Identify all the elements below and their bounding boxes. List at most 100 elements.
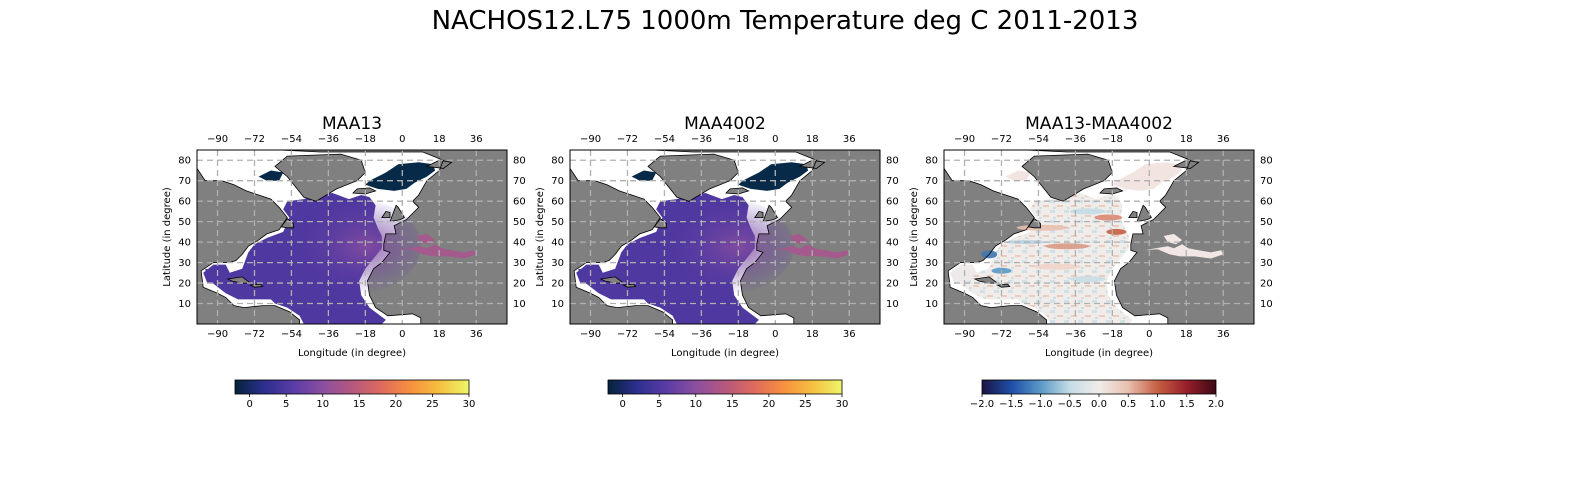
- lon-tick-label-bottom: −54: [654, 329, 675, 340]
- colorbar-tick-label: −2.0: [970, 399, 994, 410]
- panel-title: MAA13: [322, 114, 382, 134]
- lat-tick-label-left: 20: [551, 279, 564, 290]
- colorbar-tick-label: 20: [390, 399, 403, 410]
- greenland-land: [1021, 153, 1113, 202]
- colorbar-tick-label: 30: [836, 399, 849, 410]
- cuba-land: [599, 276, 625, 284]
- lon-tick-label-bottom: 0: [1146, 329, 1152, 340]
- lon-tick-label-bottom: −90: [207, 329, 228, 340]
- lat-tick-label-left: 60: [178, 197, 191, 208]
- colorbar-tick-label: 1.5: [1179, 399, 1195, 410]
- map-frame: [569, 149, 881, 325]
- greenland-land: [647, 153, 739, 202]
- lat-tick-label-left: 80: [925, 156, 938, 167]
- cuba-land: [973, 276, 999, 284]
- lon-tick-label-top: −18: [355, 134, 376, 145]
- nordic-seas-field: [1112, 162, 1183, 191]
- colorbar-tick-label: −1.5: [999, 399, 1023, 410]
- lon-tick-label-bottom: −18: [1102, 329, 1123, 340]
- x-axis-label: Longitude (in degree): [1045, 348, 1153, 359]
- lat-tick-label-right: 20: [1260, 279, 1273, 290]
- lon-tick-label-top: −18: [728, 134, 749, 145]
- map-panel-3: MAA13-MAA4002 −90 −90 −72 −72 −54 −54 −36 −36 −18…: [909, 114, 1273, 410]
- lat-tick-label-left: 80: [178, 156, 191, 167]
- lon-tick-label-bottom: −72: [991, 329, 1012, 340]
- lon-tick-label-top: 0: [399, 134, 405, 145]
- panels: MAA13 −90 −90 −72 −72 −54 −54 −36 −36 −18 −18 0 0 18 1…: [162, 114, 1273, 410]
- lon-tick-label-bottom: 36: [1217, 329, 1230, 340]
- lat-tick-label-left: 40: [178, 238, 191, 249]
- warm-anomaly: [653, 198, 794, 295]
- lat-tick-label-left: 10: [551, 299, 564, 310]
- difference-feature: [1069, 275, 1106, 282]
- lat-tick-label-right: 70: [513, 176, 526, 187]
- difference-feature: [1094, 214, 1123, 221]
- lat-tick-label-left: 40: [551, 238, 564, 249]
- uk-land: [1136, 204, 1152, 223]
- lat-tick-label-left: 70: [178, 176, 191, 187]
- x-axis-label: Longitude (in degree): [671, 348, 779, 359]
- lon-tick-label-bottom: 36: [470, 329, 483, 340]
- ireland-land: [754, 210, 764, 218]
- newfoundland-land: [1027, 218, 1041, 229]
- lat-tick-label-right: 10: [513, 299, 526, 310]
- lat-tick-label-right: 10: [886, 299, 899, 310]
- newfoundland-land: [653, 218, 667, 229]
- mediterranean-field: [771, 244, 850, 259]
- lat-tick-label-right: 20: [513, 279, 526, 290]
- lon-tick-label-top: 18: [433, 134, 446, 145]
- hispaniola-land: [249, 283, 264, 288]
- lat-tick-label-left: 10: [178, 299, 191, 310]
- colorbar-tick-label: 0.5: [1120, 399, 1136, 410]
- lat-tick-label-right: 80: [1260, 156, 1273, 167]
- coastline: [944, 150, 1191, 324]
- lon-tick-label-bottom: 18: [806, 329, 819, 340]
- colorbar-tick-label: 0: [619, 399, 625, 410]
- lat-tick-label-left: 30: [551, 258, 564, 269]
- colorbar-gradient: [234, 379, 470, 395]
- ireland-land: [381, 210, 391, 218]
- difference-feature: [1106, 228, 1127, 235]
- hispaniola-land: [622, 283, 637, 288]
- lat-tick-label-left: 50: [178, 217, 191, 228]
- lon-tick-label-top: −72: [244, 134, 265, 145]
- lat-tick-label-left: 50: [925, 217, 938, 228]
- cuba-land: [226, 276, 252, 284]
- lat-tick-label-right: 50: [513, 217, 526, 228]
- nordic-seas-field: [365, 162, 436, 191]
- gulf-of-mexico-field: [576, 264, 603, 284]
- map-frame: [943, 149, 1255, 325]
- lon-tick-label-bottom: 18: [433, 329, 446, 340]
- lon-tick-label-top: −90: [954, 134, 975, 145]
- lon-tick-label-top: −90: [580, 134, 601, 145]
- lon-tick-label-bottom: 0: [399, 329, 405, 340]
- map-panel-1: MAA13 −90 −90 −72 −72 −54 −54 −36 −36 −18 −18 0 0 18 1…: [162, 114, 526, 410]
- lat-tick-label-left: 60: [551, 197, 564, 208]
- colorbar-tick-label: 20: [763, 399, 776, 410]
- lat-tick-label-left: 70: [925, 176, 938, 187]
- lat-tick-label-right: 40: [1260, 238, 1273, 249]
- lon-tick-label-bottom: −18: [728, 329, 749, 340]
- lon-tick-label-top: 0: [772, 134, 778, 145]
- iceland-land: [352, 187, 377, 195]
- iceland-land: [725, 187, 750, 195]
- baffin-bay-field: [1005, 170, 1031, 181]
- lon-tick-label-bottom: −36: [318, 329, 339, 340]
- lat-tick-label-left: 50: [551, 217, 564, 228]
- lat-tick-label-left: 70: [551, 176, 564, 187]
- lat-tick-label-right: 40: [513, 238, 526, 249]
- greenland-land: [274, 153, 366, 202]
- lon-tick-label-top: −36: [691, 134, 712, 145]
- colorbar-tick-label: 30: [463, 399, 476, 410]
- baffin-bay-field: [631, 170, 657, 181]
- lat-tick-label-left: 80: [551, 156, 564, 167]
- coastline: [197, 150, 444, 324]
- lat-tick-label-right: 70: [1260, 176, 1273, 187]
- colorbar-tick-label: 5: [656, 399, 662, 410]
- lat-tick-label-right: 80: [886, 156, 899, 167]
- colorbar: −2.0 −1.5 −1.0 −0.5 0.0 0.5 1.0 1.5 2.0: [970, 379, 1224, 410]
- lon-tick-label-top: −36: [1065, 134, 1086, 145]
- lat-tick-label-left: 60: [925, 197, 938, 208]
- colorbar-gradient: [981, 379, 1217, 395]
